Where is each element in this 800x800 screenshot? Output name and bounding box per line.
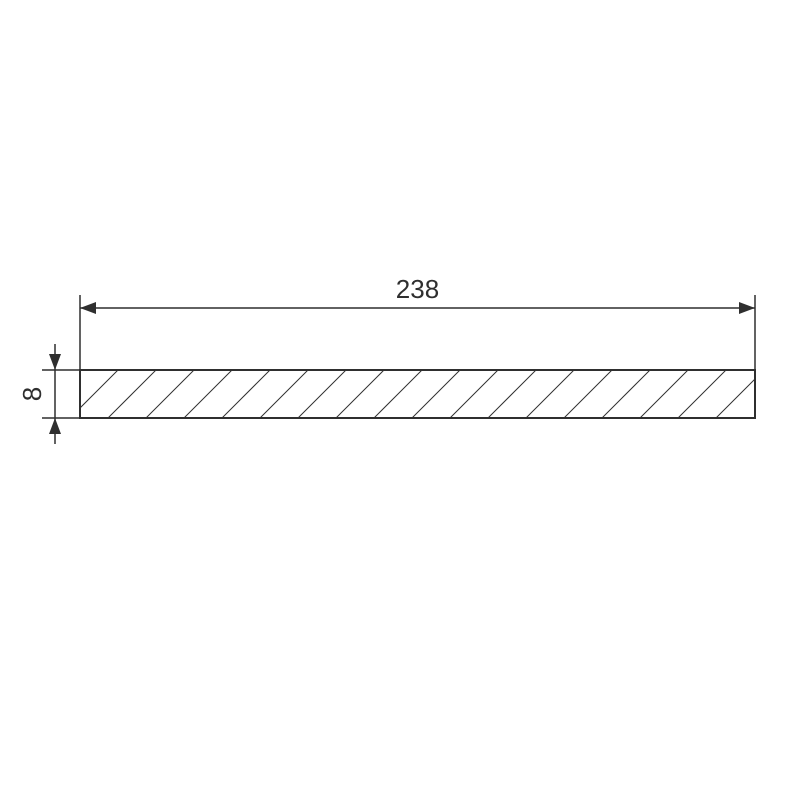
section-outline [80, 370, 755, 418]
dimension-horizontal: 238 [80, 274, 755, 370]
dimension-vertical-value: 8 [17, 387, 47, 401]
hatch-fill [20, 0, 800, 800]
dimension-horizontal-value: 238 [396, 274, 439, 304]
section-rectangle [20, 0, 800, 800]
dimension-vertical: 8 [17, 344, 80, 444]
